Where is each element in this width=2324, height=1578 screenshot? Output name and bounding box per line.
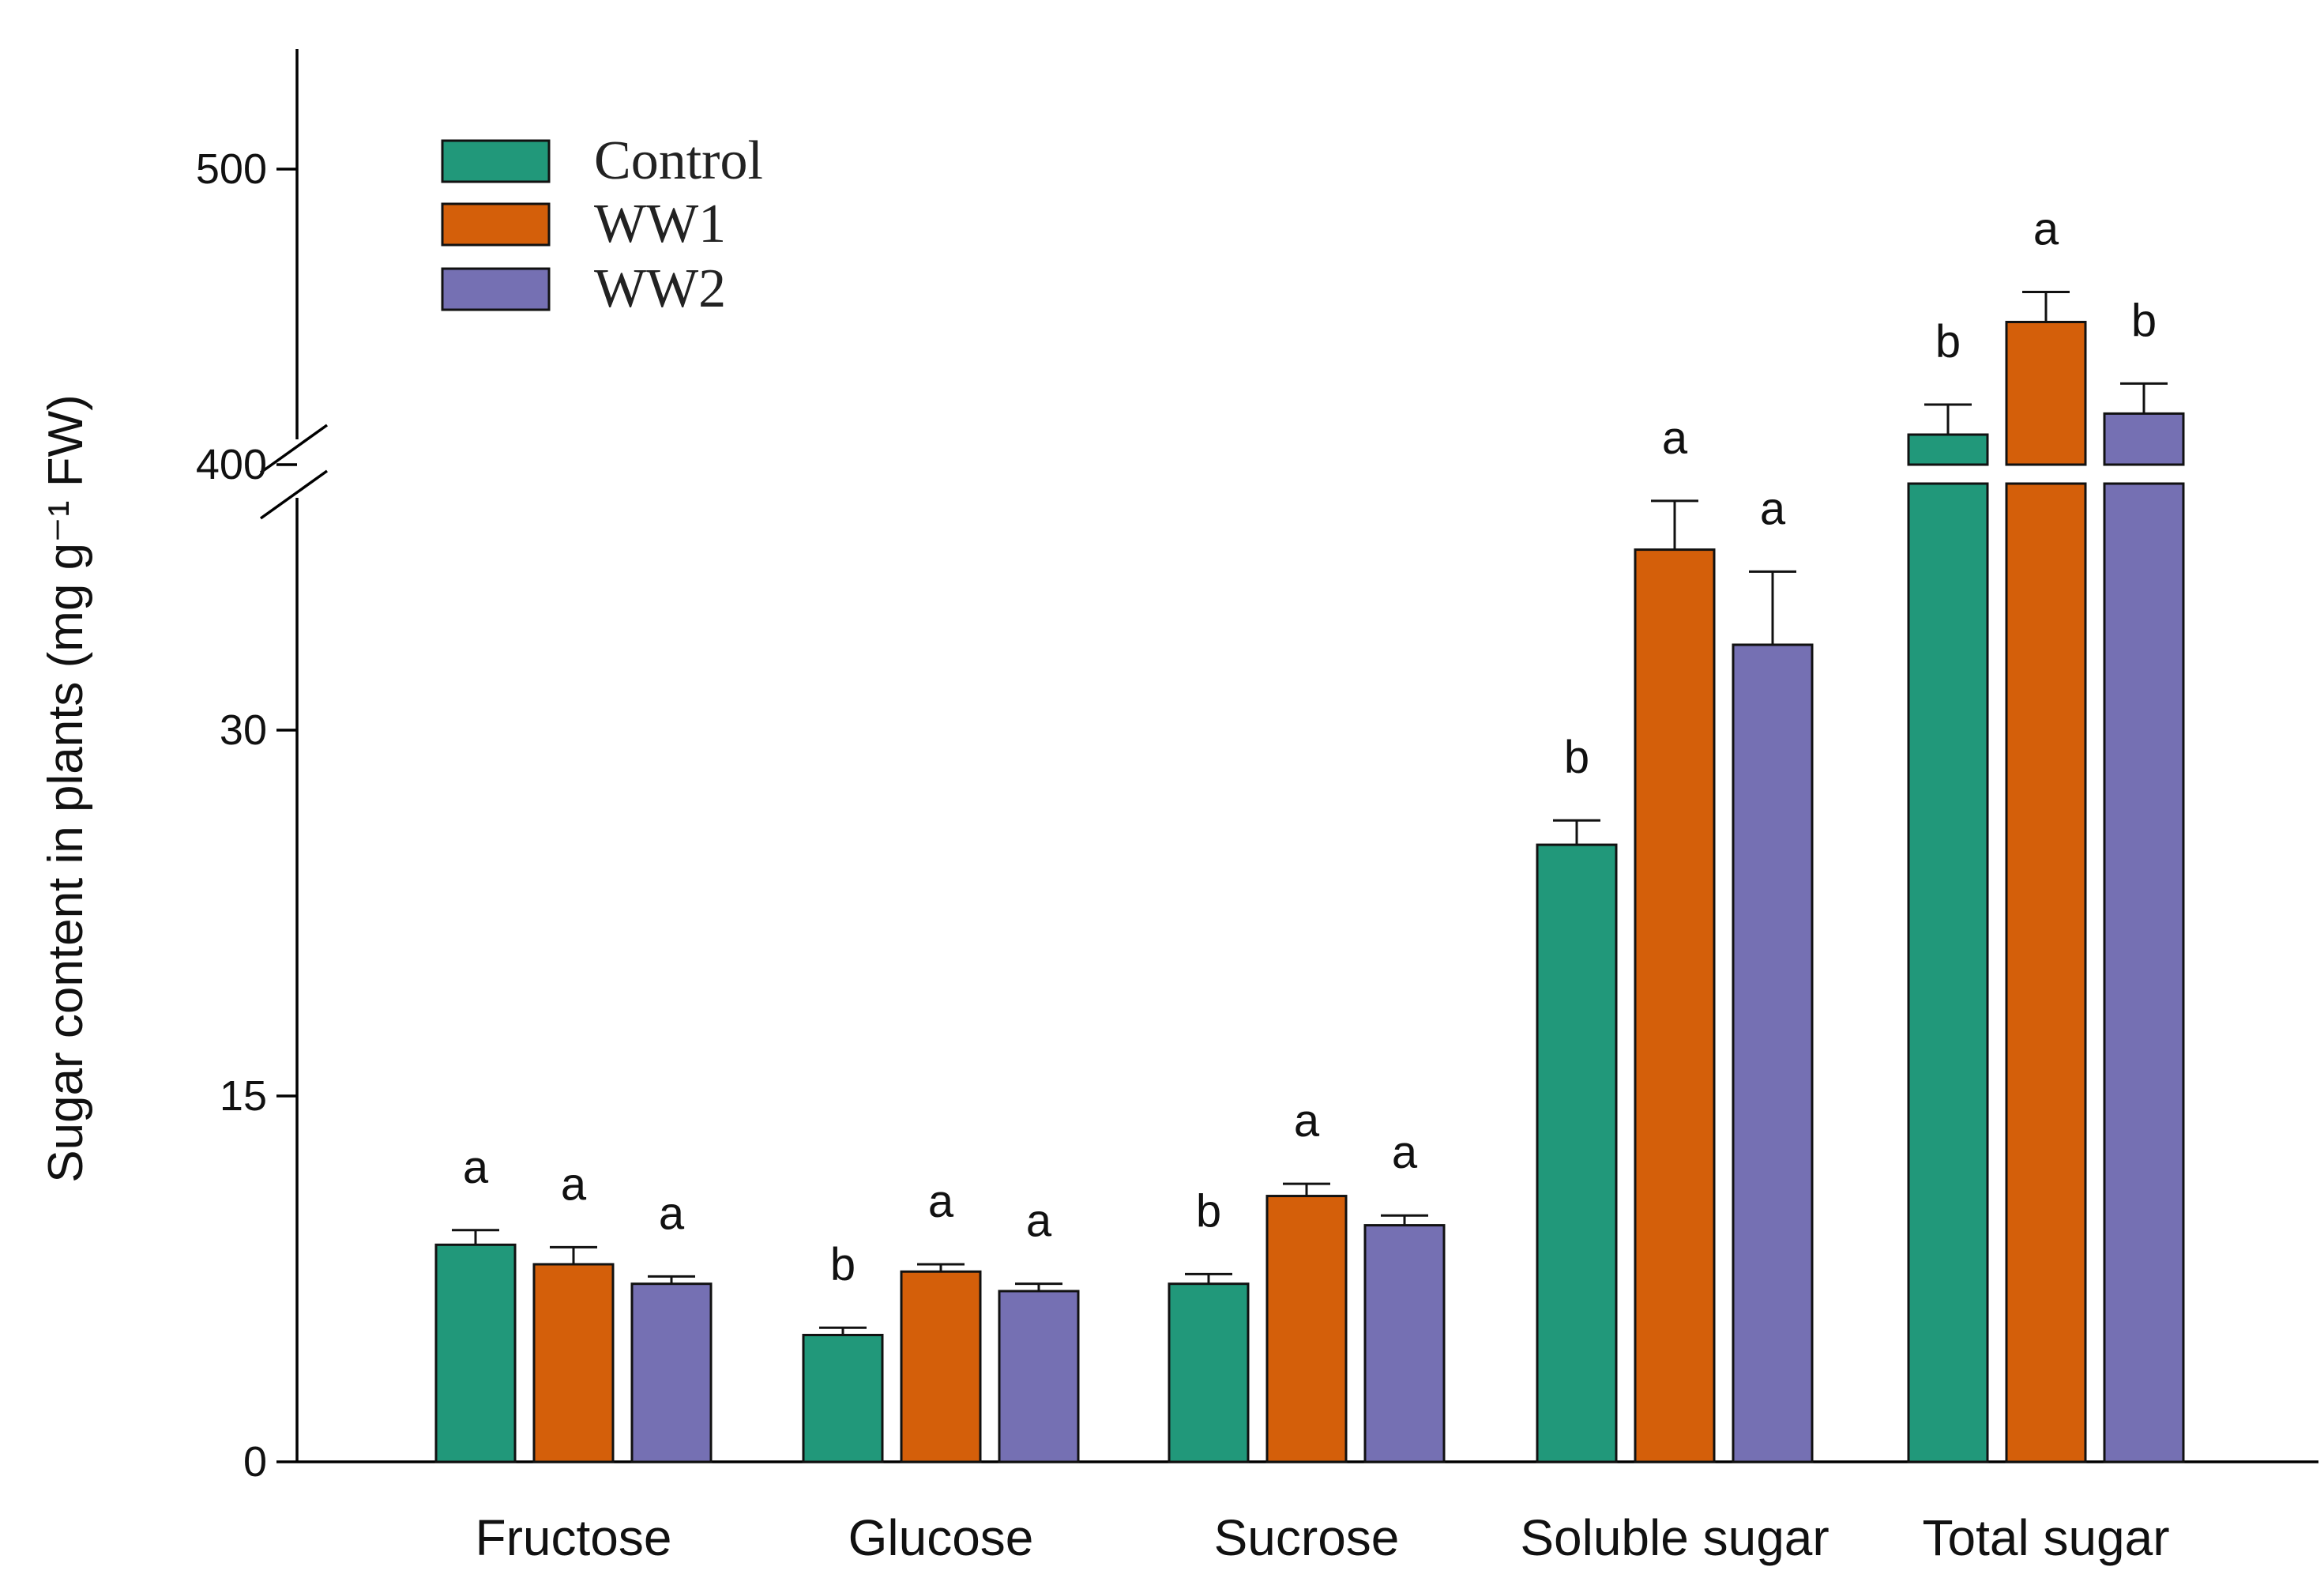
- legend-label: WW1: [594, 194, 726, 254]
- bars: [434, 291, 2185, 1463]
- y-tick-label: 30: [220, 706, 267, 754]
- significance-letter: b: [1935, 316, 1961, 367]
- bar: [2103, 412, 2185, 466]
- y-tick-label: 400: [196, 441, 267, 488]
- significance-letter: a: [2033, 204, 2059, 255]
- bar: [1536, 843, 1618, 1463]
- bar: [1168, 1282, 1250, 1463]
- significance-letter: a: [561, 1158, 587, 1210]
- bar: [998, 1290, 1080, 1463]
- significance-letter: a: [1662, 412, 1688, 464]
- significance-letter: a: [1294, 1095, 1320, 1147]
- x-category-label: Total sugar: [1922, 1509, 2169, 1566]
- bar: [1363, 1224, 1446, 1463]
- labels: Fructose a a a Glucose b a a Sucrose b a a Soluble s…: [463, 204, 2170, 1567]
- x-category-label: Soluble sugar: [1520, 1509, 1829, 1566]
- bar: [1265, 1195, 1348, 1463]
- legend-swatch: [441, 139, 551, 183]
- bar: [2005, 321, 2087, 466]
- x-category-label: Fructose: [476, 1509, 672, 1566]
- axis-break-mark: [259, 424, 329, 474]
- bar-lower-segment: [1907, 482, 1989, 1463]
- significance-letter: a: [1392, 1127, 1418, 1178]
- legend-swatch: [441, 202, 551, 247]
- bar-lower-segment: [2103, 482, 2185, 1463]
- y-tick-label: 0: [243, 1438, 267, 1486]
- significance-letter: a: [463, 1142, 489, 1193]
- legend-swatch: [441, 267, 551, 311]
- x-category-label: Glucose: [848, 1509, 1034, 1566]
- significance-letter: b: [2131, 295, 2157, 346]
- bar: [532, 1263, 615, 1463]
- legend-label: Control: [594, 130, 763, 191]
- bar: [1732, 643, 1814, 1463]
- bar: [900, 1270, 982, 1463]
- y-tick-label: 15: [220, 1072, 267, 1120]
- axis-break-mark: [259, 469, 329, 520]
- bar: [1634, 548, 1716, 1463]
- y-tick-label: 500: [196, 145, 267, 193]
- x-category-label: Sucrose: [1214, 1509, 1400, 1566]
- bar: [630, 1282, 713, 1463]
- significance-letter: a: [659, 1188, 685, 1239]
- significance-letter: b: [830, 1239, 856, 1290]
- significance-letter: b: [1196, 1185, 1221, 1237]
- bar-lower-segment: [2005, 482, 2087, 1463]
- bar: [1907, 433, 1989, 466]
- significance-letter: a: [1760, 483, 1786, 534]
- y-axis-title: Sugar content in plants (mg g⁻¹ FW): [39, 394, 93, 1183]
- significance-letter: a: [928, 1176, 954, 1227]
- bar: [434, 1243, 517, 1463]
- bar: [802, 1333, 884, 1463]
- significance-letter: b: [1564, 732, 1589, 783]
- legend-label: WW2: [594, 258, 726, 319]
- significance-letter: a: [1026, 1196, 1052, 1247]
